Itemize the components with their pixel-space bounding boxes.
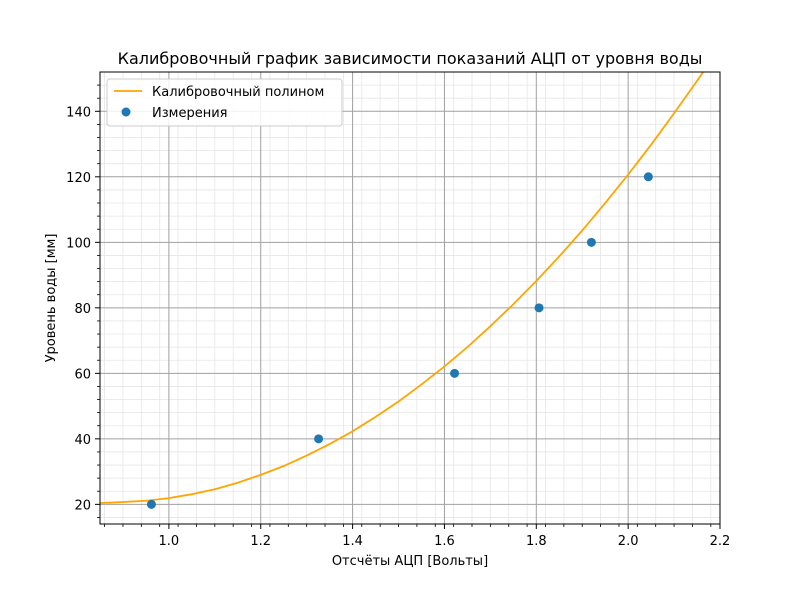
x-tick-label: 1.0 [159,534,180,549]
measurement-points-layer [146,172,653,509]
measurement-point [314,434,324,444]
x-tick-label: 1.4 [342,534,363,549]
x-tick-label: 1.8 [526,534,547,549]
plot-frame [99,71,721,525]
legend: Калибровочный полином Измерения [106,78,343,127]
chart-title: Калибровочный график зависимости показан… [118,49,703,68]
y-tick-label: 60 [74,367,91,382]
y-tick-label: 20 [74,498,91,513]
y-tick-label: 80 [74,302,91,317]
measurement-point [586,237,596,247]
legend-label-measurements: Измерения [152,106,227,121]
legend-label-polynomial: Калибровочный полином [152,85,324,100]
x-axis-label: Отсчёты АЦП [Вольты] [332,554,488,569]
major-grid [100,72,721,524]
x-tick-label: 2.0 [618,534,639,549]
minor-grid [100,72,720,524]
legend-box [106,78,343,127]
measurement-point [534,303,544,313]
legend-marker-swatch [121,107,131,117]
x-axis-ticks: 1.0 1.2 1.4 1.6 1.8 2.0 2.2 [104,524,731,549]
y-axis-ticks: 20 40 60 80 100 120 140 [66,84,100,518]
calibration-curve-line [100,72,705,504]
y-tick-label: 40 [74,433,91,448]
y-axis-label: Уровень воды [мм] [44,234,59,363]
x-tick-label: 2.2 [710,534,731,549]
y-tick-label: 120 [66,171,91,186]
calibration-curve-layer [100,72,705,504]
y-tick-label: 140 [66,105,91,120]
y-tick-label: 100 [66,236,91,251]
x-tick-label: 1.6 [434,534,455,549]
measurement-point [643,172,653,182]
measurement-point [450,368,460,378]
measurement-point [146,499,156,509]
x-tick-label: 1.2 [250,534,271,549]
